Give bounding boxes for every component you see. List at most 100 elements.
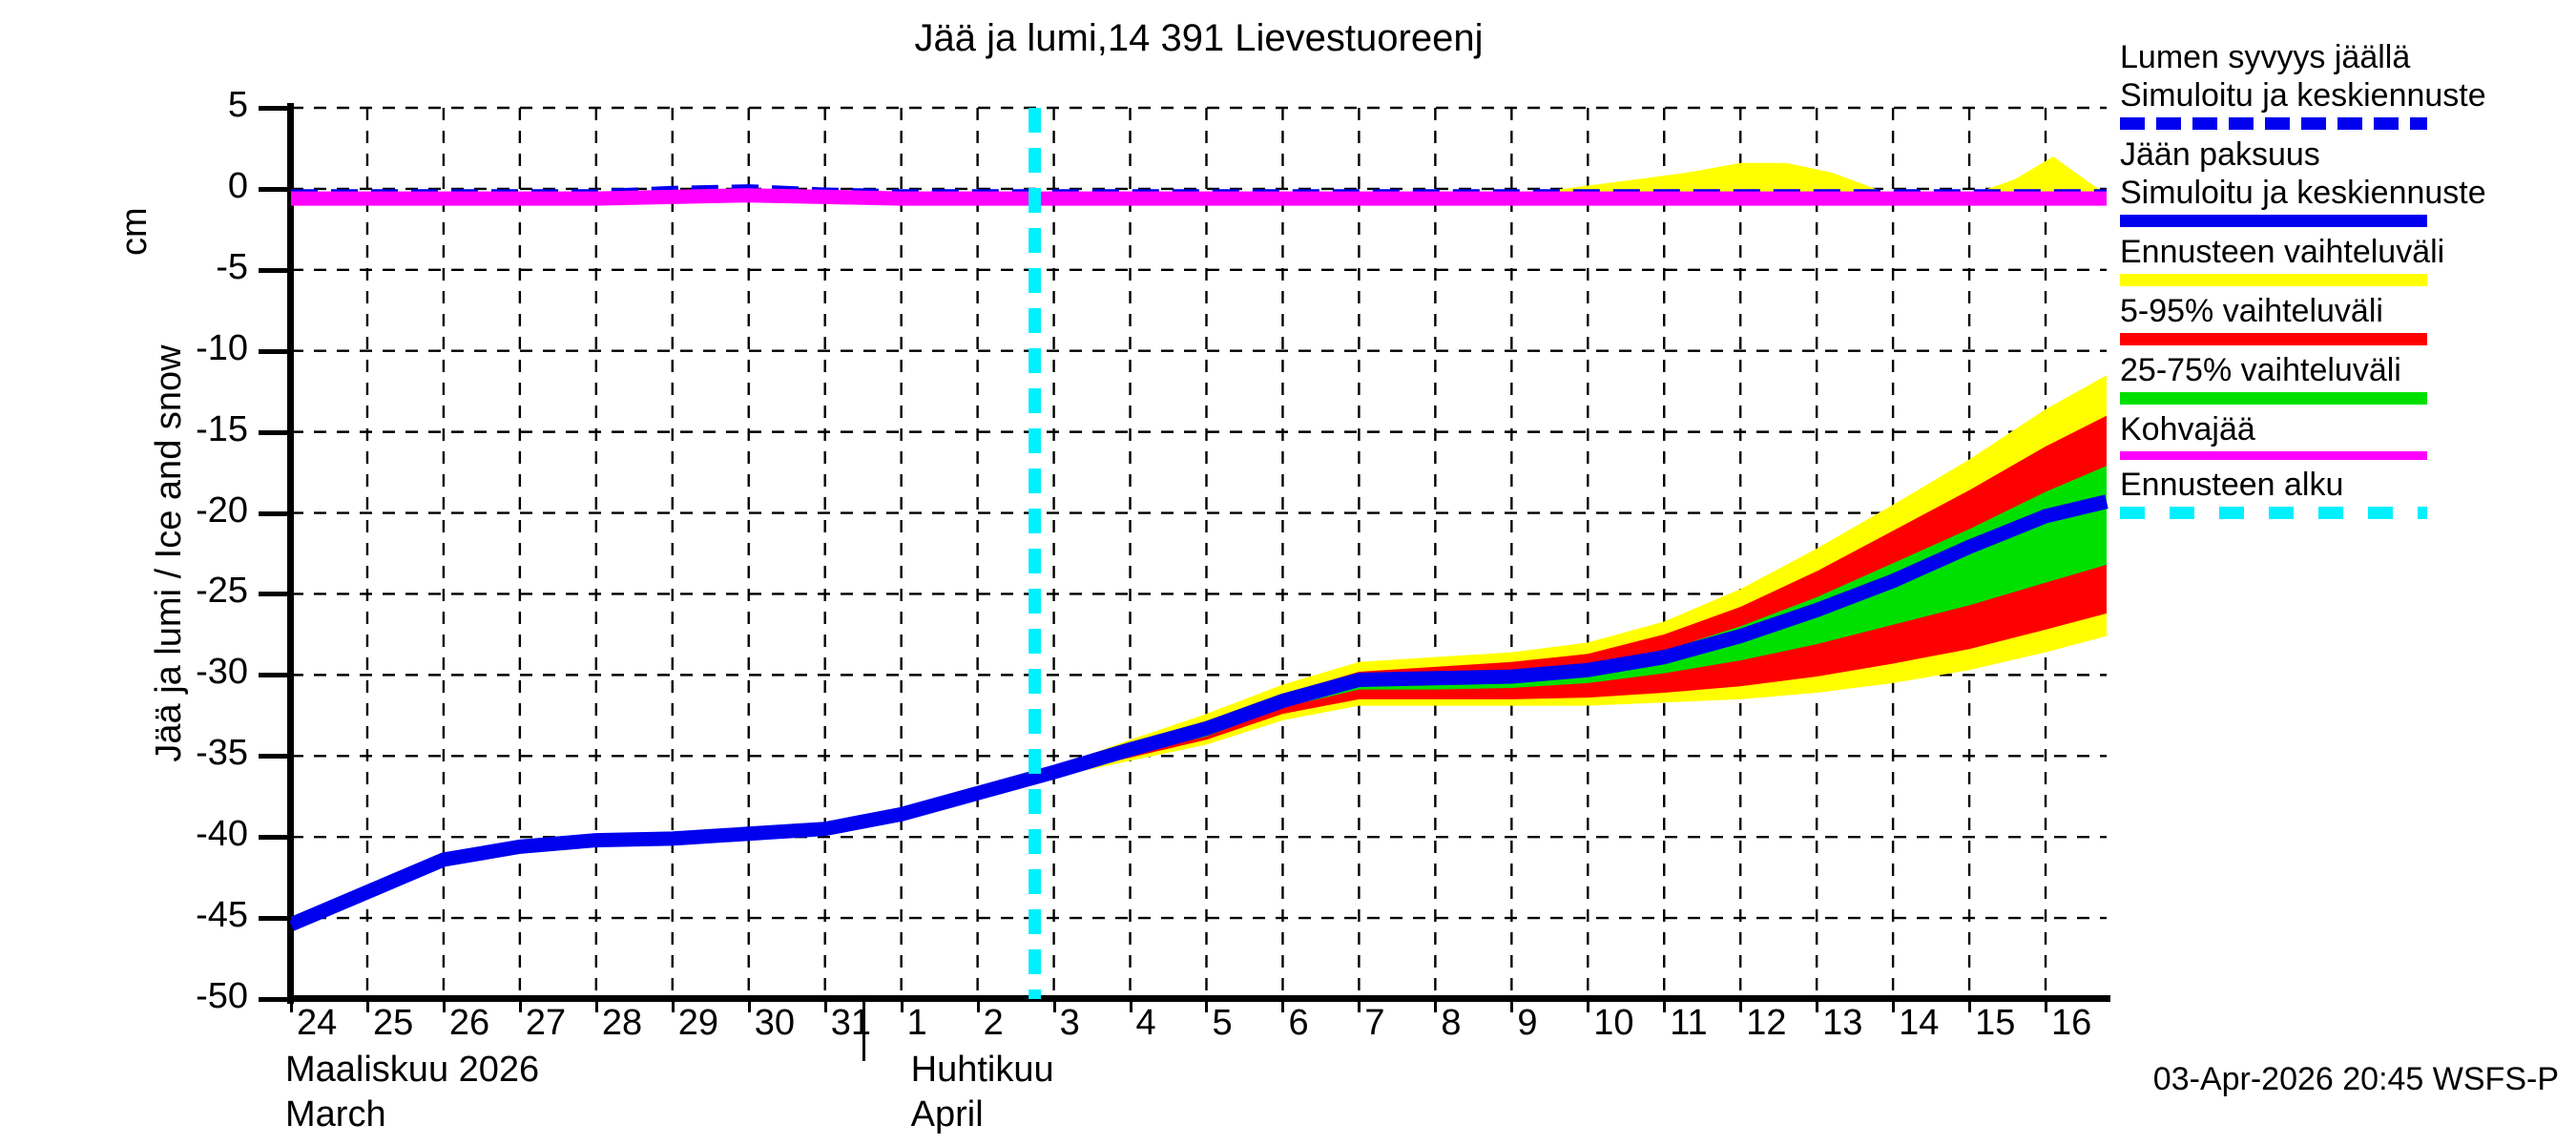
x-tick-mark bbox=[1587, 999, 1590, 1012]
legend-item-swatch bbox=[2120, 274, 2427, 286]
x-tick-label: 25 bbox=[372, 1003, 414, 1043]
legend-item-ice-thickness[interactable]: Jään paksuus Simuloitu ja keskiennuste bbox=[2120, 135, 2568, 227]
y-tick-label: -25 bbox=[196, 571, 248, 612]
footer-timestamp: 03-Apr-2026 20:45 WSFS-P bbox=[2152, 1061, 2559, 1097]
uncertainty-band bbox=[1034, 156, 2107, 196]
y-tick-mark bbox=[259, 267, 291, 273]
y-tick-label: 5 bbox=[227, 85, 248, 125]
x-tick-label: 8 bbox=[1441, 1003, 1462, 1043]
legend-item-title: Lumen syvyys jäällä bbox=[2120, 39, 2411, 75]
chart-canvas bbox=[288, 106, 2109, 999]
y-tick-mark bbox=[259, 592, 291, 597]
legend-item-slush-ice[interactable]: Kohvajää bbox=[2120, 410, 2568, 460]
legend-item-snow-depth-on-ice[interactable]: Lumen syvyys jäällä Simuloitu ja keskienn… bbox=[2120, 38, 2568, 130]
legend-item-title: Ennusteen alku bbox=[2120, 467, 2344, 503]
x-tick-mark bbox=[1892, 999, 1896, 1012]
x-tick-mark bbox=[671, 999, 675, 1012]
page-title: Jää ja lumi,14 391 Lievestuoreenj bbox=[914, 17, 1484, 59]
x-tick-label: 4 bbox=[1135, 1003, 1156, 1043]
x-tick-mark bbox=[1739, 999, 1743, 1012]
plot-area bbox=[288, 106, 2109, 999]
x-tick-label: 10 bbox=[1593, 1003, 1634, 1043]
x-tick-label: 7 bbox=[1364, 1003, 1385, 1043]
series-line bbox=[291, 188, 2107, 206]
x-tick-label: 5 bbox=[1212, 1003, 1233, 1043]
x-tick-label: 9 bbox=[1517, 1003, 1538, 1043]
y-tick-mark bbox=[259, 348, 291, 354]
series-line bbox=[288, 494, 2109, 931]
y-tick-mark bbox=[259, 673, 291, 678]
month-separator bbox=[862, 1002, 865, 1061]
month-label-en: March bbox=[285, 1094, 386, 1135]
x-tick-mark bbox=[976, 999, 980, 1012]
legend-item-swatch bbox=[2120, 451, 2427, 460]
x-tick-mark bbox=[1434, 999, 1438, 1012]
month-label-fi: Maaliskuu 2026 bbox=[285, 1050, 540, 1090]
x-tick-label: 30 bbox=[754, 1003, 796, 1043]
x-tick-mark bbox=[1968, 999, 1972, 1012]
x-tick-mark bbox=[1510, 999, 1514, 1012]
x-tick-mark bbox=[594, 999, 598, 1012]
legend-item-swatch bbox=[2120, 333, 2427, 345]
x-tick-label: 2 bbox=[983, 1003, 1004, 1043]
legend-item-swatch bbox=[2120, 117, 2427, 130]
x-tick-mark bbox=[1205, 999, 1209, 1012]
legend-item-swatch bbox=[2120, 392, 2427, 405]
grid-lines bbox=[289, 106, 2107, 999]
x-tick-label: 1 bbox=[906, 1003, 927, 1043]
x-tick-mark bbox=[1358, 999, 1361, 1012]
x-tick-label: 11 bbox=[1670, 1003, 1708, 1043]
legend-item-title: Jään paksuus bbox=[2120, 136, 2320, 173]
x-tick-label: 3 bbox=[1059, 1003, 1080, 1043]
x-tick-mark bbox=[747, 999, 751, 1012]
month-label-en: April bbox=[910, 1094, 984, 1135]
uncertainty-band bbox=[1034, 466, 2107, 774]
y-tick-mark bbox=[259, 835, 291, 841]
x-tick-mark bbox=[2045, 999, 2048, 1012]
y-tick-label: -20 bbox=[196, 489, 248, 531]
legend-item-forecast-range[interactable]: Ennusteen vaihteluväli bbox=[2120, 233, 2568, 286]
x-tick-label: 14 bbox=[1899, 1003, 1940, 1043]
x-tick-mark bbox=[1052, 999, 1056, 1012]
y-tick-mark bbox=[259, 429, 291, 435]
legend-item-range-5-95[interactable]: 5-95% vaihteluväli bbox=[2120, 292, 2568, 345]
x-tick-label: 27 bbox=[525, 1003, 567, 1043]
y-tick-mark bbox=[259, 916, 291, 922]
y-tick-label: -5 bbox=[216, 246, 248, 287]
y-tick-mark bbox=[259, 510, 291, 516]
month-label-fi: Huhtikuu bbox=[910, 1050, 1054, 1090]
uncertainty-bands bbox=[1034, 156, 2107, 778]
x-axis-line bbox=[287, 995, 2110, 1002]
x-tick-label: 13 bbox=[1822, 1003, 1863, 1043]
legend-item-title: Ennusteen vaihteluväli bbox=[2120, 234, 2445, 270]
uncertainty-band bbox=[1034, 375, 2107, 778]
x-tick-mark bbox=[518, 999, 522, 1012]
y-tick-mark bbox=[259, 997, 291, 1002]
y-tick-label: 0 bbox=[227, 165, 248, 206]
x-tick-mark bbox=[290, 999, 293, 1012]
x-tick-mark bbox=[823, 999, 827, 1012]
x-tick-label: 29 bbox=[677, 1003, 719, 1043]
x-tick-label: 26 bbox=[448, 1003, 490, 1043]
y-tick-label: -35 bbox=[196, 733, 248, 774]
x-tick-mark bbox=[442, 999, 446, 1012]
y-axis-unit: cm bbox=[114, 207, 155, 256]
legend-item-swatch bbox=[2120, 215, 2427, 227]
legend-item-title: 25-75% vaihteluväli bbox=[2120, 352, 2401, 388]
y-tick-mark bbox=[259, 754, 291, 760]
x-tick-mark bbox=[365, 999, 369, 1012]
x-tick-mark bbox=[1816, 999, 1819, 1012]
y-tick-label: -30 bbox=[196, 652, 248, 693]
x-tick-label: 15 bbox=[1975, 1003, 2016, 1043]
x-tick-label: 12 bbox=[1746, 1003, 1787, 1043]
y-tick-label: -15 bbox=[196, 408, 248, 449]
x-tick-mark bbox=[1129, 999, 1132, 1012]
y-tick-label: -40 bbox=[196, 814, 248, 855]
y-tick-mark bbox=[259, 106, 291, 111]
x-tick-mark bbox=[1281, 999, 1285, 1012]
y-tick-label: -10 bbox=[196, 327, 248, 368]
legend-item-range-25-75[interactable]: 25-75% vaihteluväli bbox=[2120, 351, 2568, 405]
y-tick-label: -45 bbox=[196, 895, 248, 936]
legend-item-forecast-start[interactable]: Ennusteen alku bbox=[2120, 466, 2568, 519]
